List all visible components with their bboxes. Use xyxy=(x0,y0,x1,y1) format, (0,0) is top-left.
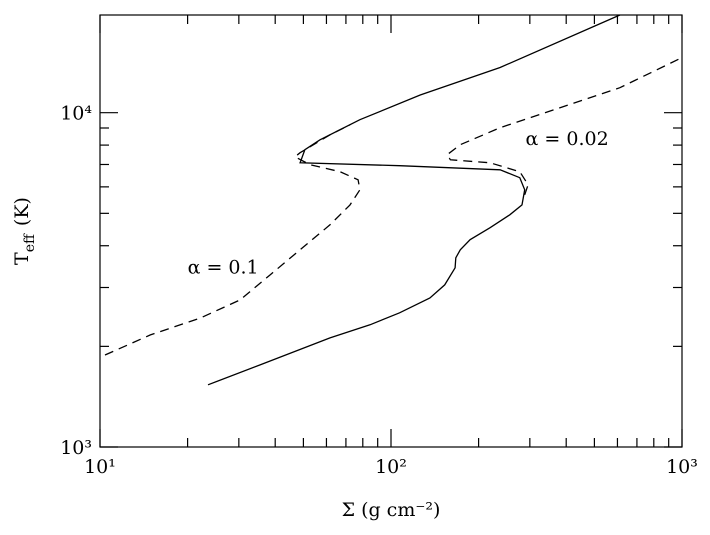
data-line xyxy=(446,57,683,196)
data-line xyxy=(104,124,361,356)
data-line xyxy=(207,14,621,386)
plot-frame xyxy=(99,14,683,448)
x-tick-label: 10³ xyxy=(666,456,698,478)
y-tick-label: 10⁴ xyxy=(60,103,92,125)
x-tick-label: 10¹ xyxy=(84,456,116,478)
annotation: α = 0.1 xyxy=(188,257,259,279)
y-label-sub: eff xyxy=(22,233,38,252)
y-label-main: T xyxy=(11,252,33,265)
y-axis-label: Teff (K) xyxy=(11,197,38,265)
x-tick-label: 10² xyxy=(375,456,407,478)
x-axis-label: Σ (g cm⁻²) xyxy=(342,499,441,521)
y-tick-label: 10³ xyxy=(60,437,92,459)
annotation: α = 0.02 xyxy=(526,128,609,150)
y-label-unit: (K) xyxy=(11,197,33,226)
